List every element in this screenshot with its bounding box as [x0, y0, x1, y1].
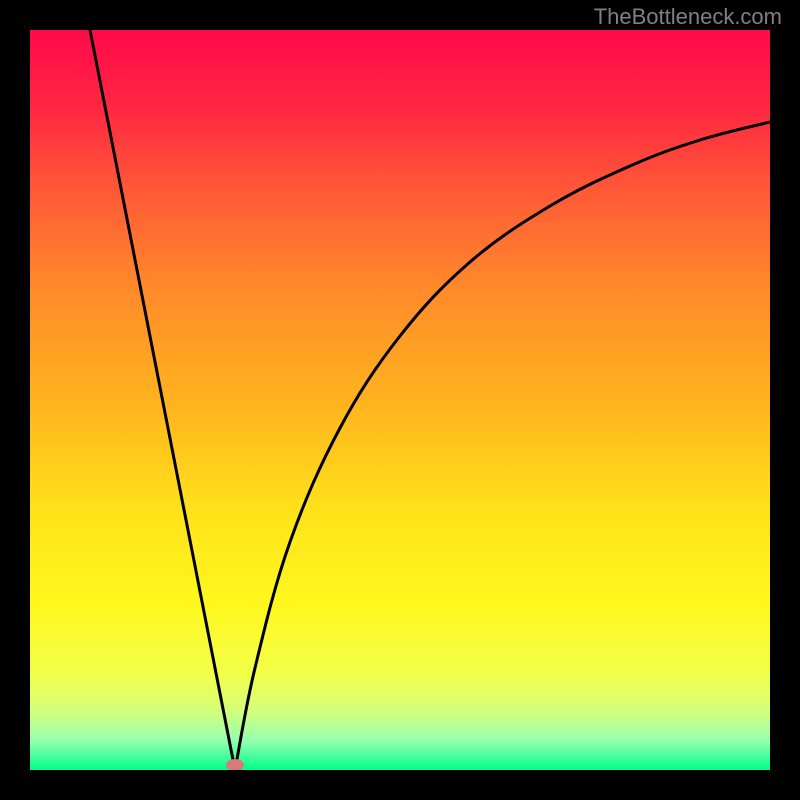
minimum-marker [226, 759, 244, 770]
watermark-text: TheBottleneck.com [594, 4, 782, 30]
curve-left-branch [90, 30, 235, 770]
curve-right-branch [235, 122, 770, 770]
plot-area [30, 30, 770, 770]
chart-container: TheBottleneck.com [0, 0, 800, 800]
curve-svg [30, 30, 770, 770]
